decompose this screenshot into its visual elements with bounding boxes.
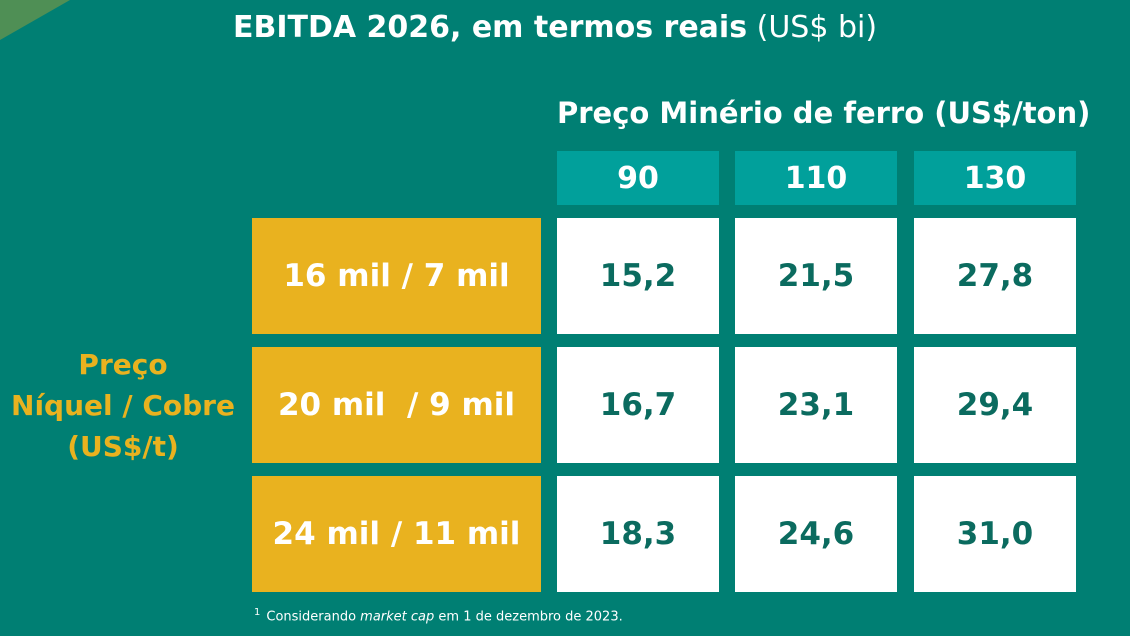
row-header-2: 20 mil / 9 mil [252, 347, 541, 463]
footnote-text-end: em 1 de dezembro de 2023. [434, 609, 623, 625]
table-cell: 24,6 [735, 476, 897, 592]
title-unit: (US$ bi) [756, 10, 878, 45]
table-cell: 15,2 [557, 218, 719, 334]
table-cell: 18,3 [557, 476, 719, 592]
table-cell: 31,0 [914, 476, 1076, 592]
footnote-italic-term: market cap [360, 609, 435, 625]
footnote: 1 Considerando market cap em 1 de dezembr… [254, 607, 623, 624]
row-axis-title-line-3: (US$/t) [67, 430, 179, 463]
column-header-130: 130 [914, 151, 1076, 205]
column-header-110: 110 [735, 151, 897, 205]
row-header-3: 24 mil / 11 mil [252, 476, 541, 592]
title-main: EBITDA 2026, em termos reais [232, 10, 748, 45]
footnote-marker: 1 [254, 607, 261, 618]
row-axis-title-line-1: Preço [78, 348, 168, 381]
table-cell: 21,5 [735, 218, 897, 334]
corner-photo-decoration [0, 0, 70, 40]
column-axis-title: Preço Minério de ferro (US$/ton) [557, 96, 1091, 130]
row-axis-title-line-2: Níquel / Cobre [11, 389, 235, 422]
table-cell: 29,4 [914, 347, 1076, 463]
chart-title: EBITDA 2026, em termos reais (US$ bi) [0, 10, 1110, 45]
column-header-90: 90 [557, 151, 719, 205]
row-axis-title: Preço Níquel / Cobre (US$/t) [0, 344, 246, 467]
table-cell: 23,1 [735, 347, 897, 463]
table-cell: 16,7 [557, 347, 719, 463]
row-header-1: 16 mil / 7 mil [252, 218, 541, 334]
table-cell: 27,8 [914, 218, 1076, 334]
footnote-text-start: Considerando [266, 609, 361, 625]
